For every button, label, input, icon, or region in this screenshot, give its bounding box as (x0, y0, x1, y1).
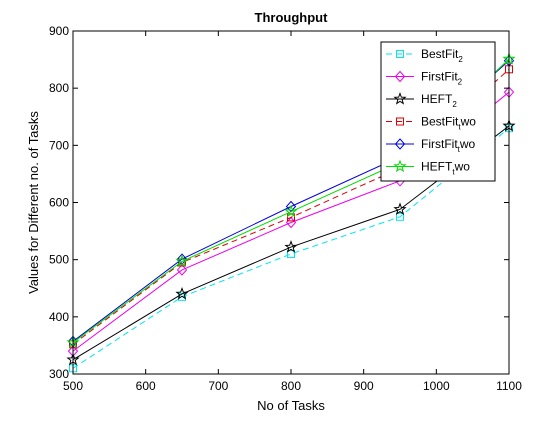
legend-swatch-marker (393, 159, 407, 173)
y-tick-label: 700 (49, 138, 69, 152)
series-line (72, 125, 510, 361)
legend-label: HEFTtwo (421, 160, 470, 177)
data-point (178, 292, 186, 301)
y-tick-label: 900 (49, 24, 69, 38)
data-point (175, 287, 189, 300)
y-axis-label: Values for Different no. of Tasks (26, 111, 41, 294)
legend-entry: FirstFittwo (386, 137, 476, 154)
legend-swatch-marker (396, 50, 404, 58)
legend-entry: BestFittwo (386, 115, 476, 132)
data-point (175, 254, 189, 267)
data-point (393, 202, 407, 215)
legend-swatch-marker (396, 117, 404, 126)
x-tick-label: 800 (281, 379, 301, 393)
y-ticks: 300 400 500 600 700 800 900 (49, 24, 509, 381)
y-tick-label: 300 (49, 367, 69, 381)
y-tick-label: 400 (49, 310, 69, 324)
data-point (176, 264, 188, 276)
data-point (284, 204, 298, 218)
x-ticks: 500 600 700 800 900 1000 1100 (63, 31, 522, 393)
x-tick-label: 700 (208, 379, 228, 393)
chart-title: Throughput (255, 10, 329, 25)
x-tick-label: 1000 (423, 379, 450, 393)
y-tick-label: 600 (49, 196, 69, 210)
legend-label: FirstFit2 (421, 70, 463, 87)
x-tick-label: 500 (63, 379, 83, 393)
legend-label: HEFT2 (421, 92, 457, 109)
legend-swatch-marker (393, 92, 407, 105)
legend-entry: HEFT2 (386, 92, 457, 109)
legend: BestFit2 FirstFit2 HEFT2 BestFittwo FirstFit… (380, 41, 496, 182)
data-point (284, 240, 298, 253)
data-point (287, 249, 295, 258)
legend-swatch-marker (394, 138, 406, 150)
legend-entry: BestFit2 (386, 47, 463, 64)
data-point (396, 212, 404, 221)
x-tick-label: 600 (136, 379, 156, 393)
legend-label: FirstFittwo (421, 137, 476, 154)
legend-label: BestFittwo (421, 115, 476, 132)
legend-swatch-marker (394, 70, 406, 83)
y-tick-label: 800 (49, 81, 69, 95)
x-tick-label: 900 (354, 379, 374, 393)
x-tick-label: 1100 (496, 379, 522, 393)
legend-entry: FirstFit2 (386, 70, 463, 87)
legend-entry: HEFTtwo (386, 160, 470, 177)
legend-box (380, 41, 496, 182)
x-axis-label: No of Tasks (257, 398, 325, 413)
legend-label: BestFit2 (421, 47, 463, 64)
y-tick-label: 500 (49, 253, 69, 267)
